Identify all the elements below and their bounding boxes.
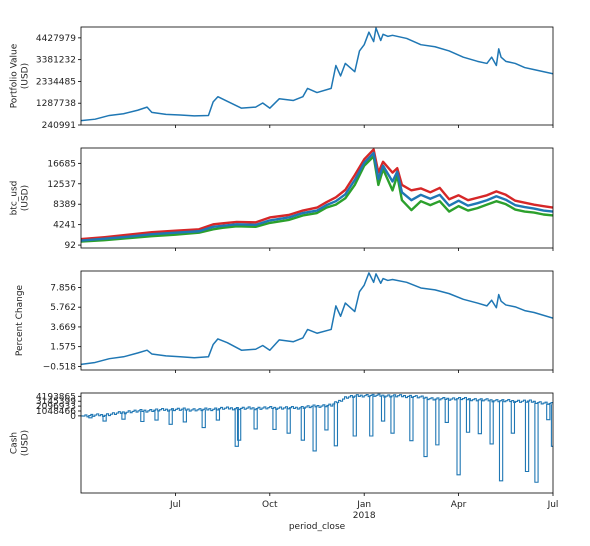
subplots: 240991 1287738 2334485 3381232 4427979 Portfo… — [10, 26, 559, 532]
cash-drop — [312, 406, 317, 452]
cash-drop — [253, 408, 258, 430]
plot-area — [81, 272, 553, 366]
subplot-1: 240991 1287738 2334485 3381232 4427979 Portfo… — [10, 26, 554, 131]
cash-drop — [168, 409, 173, 425]
cash-drop — [423, 397, 428, 458]
y-tick-label: 3381232 — [36, 56, 76, 66]
series-line-2 — [81, 155, 553, 243]
cash-drop — [286, 407, 291, 434]
y-axis-label: Portfolio Value(USD) — [10, 43, 31, 108]
plot-area — [81, 148, 553, 243]
axes-frame — [80, 26, 554, 126]
y-tick-label: 5.762 — [50, 303, 76, 313]
y-axis-label: btc_usd(USD) — [10, 181, 31, 216]
y-tick-label: 240991 — [42, 121, 76, 131]
cash-drop — [300, 407, 305, 441]
cash-drop — [477, 399, 482, 435]
x-tick-label: Jul — [547, 500, 559, 510]
series-line-1 — [81, 27, 553, 122]
cash-drop — [201, 409, 206, 429]
y-tick-label: −0.518 — [43, 362, 77, 372]
cash-drop — [465, 399, 471, 433]
x-tick-label: Jul — [169, 500, 181, 510]
cash-drop — [380, 395, 386, 422]
cash-drop — [524, 401, 530, 473]
y-axis-label-line: Cash — [10, 432, 20, 454]
y-tick-label: 2334485 — [36, 77, 76, 87]
y-tick-label: 8389 — [53, 200, 76, 210]
series-line-1 — [81, 272, 553, 366]
cash-drop — [546, 403, 551, 421]
cash-drop — [236, 408, 242, 441]
cash-drop — [102, 414, 107, 422]
y-tick-label: 1.575 — [50, 343, 76, 353]
cash-drop — [333, 402, 339, 447]
y-axis-label-line: Portfolio Value — [10, 43, 20, 108]
y-tick-label: 4193865 — [36, 392, 76, 402]
cash-drop — [489, 400, 494, 445]
cash-drop — [88, 415, 93, 419]
cash-drop — [409, 396, 414, 442]
plot-area — [81, 393, 553, 483]
x-axis-label: period_close — [289, 522, 346, 532]
cash-drop — [154, 410, 159, 421]
cash-drop — [550, 404, 553, 447]
y-axis-label: Cash(USD) — [10, 430, 31, 456]
y-axis-label: Percent Change — [15, 284, 25, 356]
y-tick-label: 4427979 — [36, 34, 76, 44]
cash-drop — [352, 396, 357, 437]
y-tick-label: 1048466 — [36, 407, 76, 417]
subplot-2: 92 4241 8389 12537 16685 btc_usd(USD) — [10, 147, 554, 251]
axes-frame — [80, 270, 554, 371]
cash-drop — [140, 410, 145, 423]
y-tick-label: 2096933 — [36, 402, 76, 412]
cash-line — [81, 393, 553, 418]
y-tick-label: 7.856 — [50, 283, 76, 293]
y-axis-label-line: btc_usd — [10, 181, 20, 216]
x-tick-sublabel: 2018 — [353, 511, 376, 521]
x-tick-label: Oct — [262, 500, 278, 510]
cash-drop — [498, 400, 504, 482]
subplot-3: −0.518 1.575 3.669 5.762 7.856 Percent Change — [15, 270, 554, 373]
y-tick-label: 16685 — [47, 159, 76, 169]
y-axis-label-line: Percent Change — [15, 284, 25, 356]
series-line-3 — [81, 151, 553, 242]
cash-drop — [324, 405, 329, 431]
y-axis-label-line: (USD) — [21, 63, 31, 89]
plot-area — [81, 27, 553, 122]
x-tick-label: Jan — [356, 500, 371, 510]
cash-drop — [390, 395, 395, 434]
cash-drop — [182, 409, 187, 423]
axes-frame — [80, 147, 554, 249]
y-tick-label: 12537 — [47, 180, 76, 190]
y-tick-label: 4241 — [53, 221, 76, 231]
cash-drop — [534, 402, 539, 483]
y-tick-label: 3.669 — [50, 323, 76, 333]
cash-drop — [456, 398, 461, 476]
y-tick-label: 92 — [65, 241, 76, 251]
cash-drop — [272, 407, 277, 430]
cash-drop — [215, 408, 221, 421]
y-tick-label: 1287738 — [36, 99, 76, 109]
y-axis-label-line: (USD) — [21, 185, 31, 211]
cash-drop — [121, 412, 126, 420]
y-tick-label: 3145399 — [36, 397, 76, 407]
x-tick-label: Apr — [451, 500, 467, 510]
cash-drop — [444, 398, 449, 423]
axes-frame — [80, 392, 554, 494]
y-axis-label-line: (USD) — [21, 430, 31, 456]
cash-drop — [510, 401, 516, 434]
cash-drop — [369, 395, 374, 437]
y-tick-label: 0 — [70, 412, 76, 422]
cash-drop — [435, 399, 440, 446]
cash-drop — [234, 408, 239, 447]
